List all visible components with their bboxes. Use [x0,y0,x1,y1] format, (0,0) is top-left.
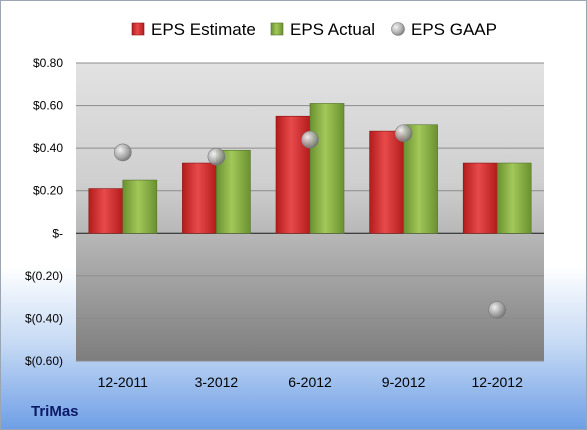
gaap-points [114,124,507,319]
y-tick-label: $0.80 [33,56,63,70]
x-tick-label: 3-2012 [195,374,239,390]
y-tick-label: $0.60 [33,99,63,113]
x-tick-label: 6-2012 [288,374,332,390]
point-eps-gaap [301,130,319,149]
bar-eps-estimate [369,130,404,234]
y-tick-label: $0.40 [33,141,63,155]
bar-eps-estimate [88,188,124,234]
legend-label: EPS Estimate [151,20,256,39]
bar-eps-actual [216,149,251,234]
y-tick-label: $(0.40) [25,311,63,325]
company-label: TriMas [31,403,79,420]
legend-swatch [270,22,284,36]
y-tick-label: $0.20 [33,184,63,198]
legend-label: EPS GAAP [411,20,497,39]
bar-eps-actual [496,162,532,234]
bar-eps-actual [403,124,438,234]
x-tick-label: 12-2012 [472,374,524,390]
y-tick-label: $(0.20) [25,269,63,283]
legend-swatch [391,22,405,36]
point-eps-gaap [114,143,132,162]
legend-swatch [131,22,145,36]
bar-eps-estimate [462,162,498,234]
bar-eps-actual [122,179,158,234]
bars [88,103,532,234]
bar-eps-actual [309,103,345,234]
x-tick-label: 12-2011 [98,374,149,390]
point-eps-gaap [394,124,413,143]
x-tick-label: 9-2012 [382,374,426,390]
y-tick-label: $- [52,226,63,240]
point-eps-gaap [488,301,507,319]
legend-label: EPS Actual [290,20,375,39]
bar-eps-estimate [182,162,217,234]
x-axis-ticks: 12-2011 3-2012 6-2012 9-2012 12-2012 [98,374,523,390]
point-eps-gaap [207,147,226,166]
legend: EPS Estimate EPS Actual EPS GAAP [131,20,497,39]
y-axis-ticks: $0.80 $0.60 $0.40 $0.20 $- $(0.20) $(0.40) $(0.… [25,56,63,368]
y-tick-label: $(0.60) [25,354,63,368]
